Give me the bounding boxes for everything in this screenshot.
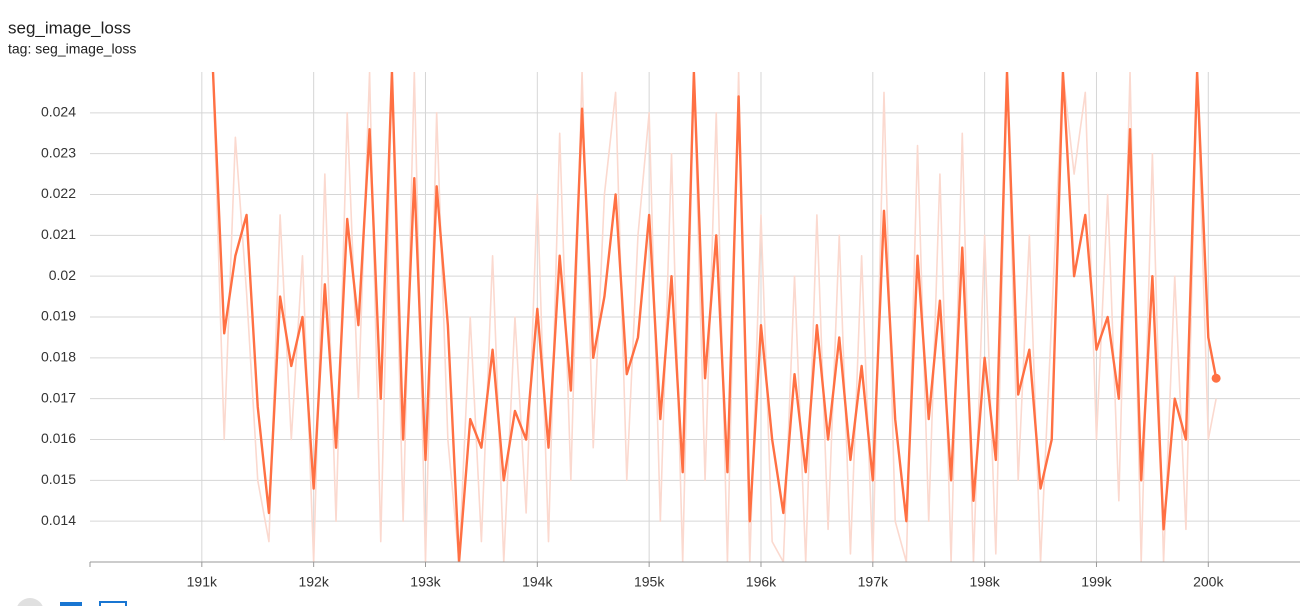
series-line (211, 72, 1218, 562)
y-tick-label: 0.02 (49, 267, 76, 283)
y-tick-label: 0.016 (41, 430, 76, 446)
y-tick-label: 0.023 (41, 144, 76, 160)
icon[interactable] (16, 598, 44, 606)
grid (90, 72, 1300, 562)
x-tick-label: 196k (746, 574, 777, 590)
x-tick-label: 195k (634, 574, 665, 590)
chart-title: seg_image_loss (8, 18, 131, 37)
x-tick-label: 200k (1193, 574, 1224, 590)
x-tick-label: 199k (1081, 574, 1112, 590)
y-tick-label: 0.024 (41, 104, 76, 120)
icon[interactable] (60, 602, 82, 606)
y-tick-label: 0.018 (41, 349, 76, 365)
x-tick-label: 192k (298, 574, 329, 590)
x-tick-label: 198k (969, 574, 1000, 590)
y-tick-label: 0.021 (41, 226, 76, 242)
chart-subtitle: tag: seg_image_loss (8, 41, 136, 57)
y-tick-label: 0.022 (41, 185, 76, 201)
x-tick-label: 197k (858, 574, 889, 590)
icon[interactable] (99, 601, 127, 606)
x-tick-label: 191k (187, 574, 218, 590)
last-point (1211, 373, 1221, 383)
y-tick-label: 0.019 (41, 308, 76, 324)
y-tick-label: 0.015 (41, 471, 76, 487)
y-tick-label: 0.017 (41, 389, 76, 405)
series-line (212, 72, 1217, 562)
plot (211, 72, 1218, 562)
x-tick-label: 193k (410, 574, 441, 590)
x-tick-label: 194k (522, 574, 553, 590)
y-tick-label: 0.014 (41, 512, 76, 528)
